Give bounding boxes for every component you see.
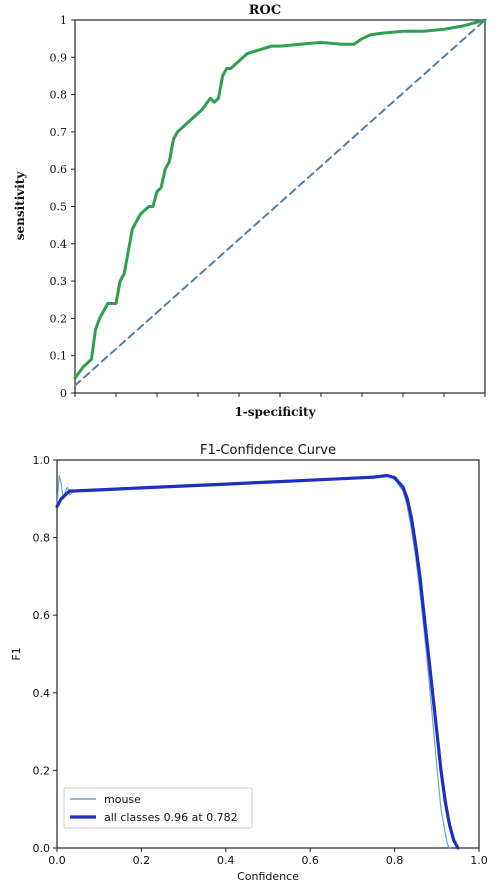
roc-series-group [73, 18, 487, 387]
roc-y-tick-label: 0.4 [50, 238, 68, 251]
f1-x-tick-label: 0.4 [217, 854, 235, 867]
f1-chart: F1-Confidence Curve Confidence F1 0.0 0.2… [10, 443, 488, 883]
f1-x-tick-label: 0.2 [133, 854, 151, 867]
roc-y-tick-label: 1 [60, 14, 67, 27]
roc-y-tick-label: 0.7 [50, 126, 68, 139]
f1-series-group [55, 473, 460, 850]
roc-chart: ROC 1-specificity sensitivity 0 0.1 0.2 0.3… [13, 3, 487, 419]
f1-legend-label-mouse: mouse [104, 793, 141, 806]
roc-y-tick-label: 0.8 [50, 89, 68, 102]
roc-y-tick-label: 0.1 [50, 350, 68, 363]
f1-y-tick-label: 0.2 [33, 764, 51, 777]
f1-y-tick-label: 1.0 [33, 454, 51, 467]
f1-x-axis-label: Confidence [237, 870, 299, 883]
f1-y-tick-label: 0.4 [33, 687, 51, 700]
roc-y-tick-label: 0.2 [50, 312, 68, 325]
f1-plot-frame [56, 459, 480, 849]
f1-x-tick-label: 0.6 [301, 854, 319, 867]
f1-legend-box [63, 787, 253, 829]
roc-y-tick-label: 0 [60, 387, 67, 400]
f1-title: F1-Confidence Curve [200, 443, 336, 458]
f1-x-ticks: 0.0 0.2 0.4 0.6 0.8 1.0 [48, 848, 488, 867]
roc-y-ticks: 0 0.1 0.2 0.3 0.4 0.5 0.6 0.7 0.8 0.9 1 [50, 14, 75, 400]
roc-x-axis-label: 1-specificity [234, 405, 316, 419]
f1-series-all-classes-line [55, 473, 460, 850]
f1-y-axis-label: F1 [10, 647, 23, 660]
f1-legend: mouse all classes 0.96 at 0.782 [63, 787, 253, 829]
f1-x-tick-label: 0.0 [48, 854, 66, 867]
f1-legend-label-all-classes: all classes 0.96 at 0.782 [104, 811, 238, 824]
f1-y-tick-label: 0.0 [33, 842, 51, 855]
roc-plot-frame [74, 19, 486, 394]
f1-y-tick-label: 0.8 [33, 532, 51, 545]
roc-diagonal-reference-line [74, 19, 486, 387]
roc-y-axis-label: sensitivity [13, 171, 27, 241]
f1-x-tick-label: 0.8 [386, 854, 404, 867]
roc-y-tick-label: 0.3 [50, 275, 68, 288]
roc-y-tick-label: 0.5 [50, 201, 68, 214]
roc-y-tick-label: 0.6 [50, 163, 68, 176]
f1-y-ticks: 0.0 0.2 0.4 0.6 0.8 1.0 [33, 454, 57, 855]
roc-y-tick-label: 0.9 [50, 51, 68, 64]
roc-title: ROC [249, 3, 281, 18]
roc-curve-line [73, 18, 487, 380]
f1-x-tick-label: 1.0 [470, 854, 488, 867]
f1-y-tick-label: 0.6 [33, 609, 51, 622]
roc-x-ticks [74, 393, 486, 397]
